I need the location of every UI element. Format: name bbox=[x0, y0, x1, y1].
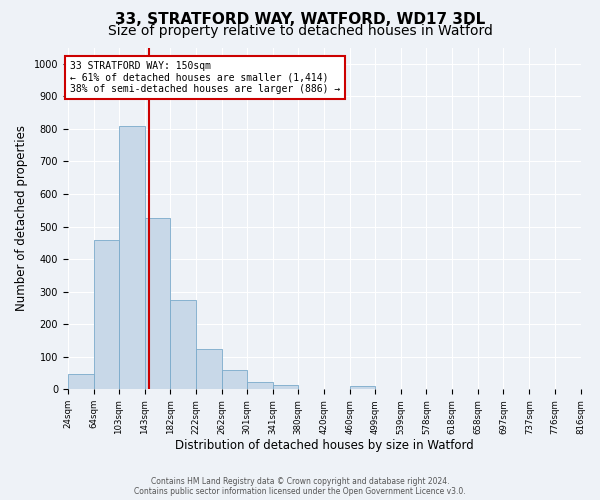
Bar bbox=[273, 386, 298, 390]
Text: Contains HM Land Registry data © Crown copyright and database right 2024.
Contai: Contains HM Land Registry data © Crown c… bbox=[134, 476, 466, 496]
X-axis label: Distribution of detached houses by size in Watford: Distribution of detached houses by size … bbox=[175, 440, 473, 452]
Bar bbox=[145, 218, 170, 390]
Bar bbox=[196, 348, 222, 390]
Text: 33 STRATFORD WAY: 150sqm
← 61% of detached houses are smaller (1,414)
38% of sem: 33 STRATFORD WAY: 150sqm ← 61% of detach… bbox=[70, 60, 340, 94]
Text: 33, STRATFORD WAY, WATFORD, WD17 3DL: 33, STRATFORD WAY, WATFORD, WD17 3DL bbox=[115, 12, 485, 26]
Bar bbox=[350, 386, 375, 390]
Bar bbox=[222, 370, 247, 390]
Text: Size of property relative to detached houses in Watford: Size of property relative to detached ho… bbox=[107, 24, 493, 38]
Y-axis label: Number of detached properties: Number of detached properties bbox=[15, 126, 28, 312]
Bar bbox=[94, 240, 119, 390]
Bar bbox=[119, 126, 145, 390]
Bar bbox=[247, 382, 273, 390]
Bar bbox=[170, 300, 196, 390]
Bar bbox=[68, 374, 94, 390]
